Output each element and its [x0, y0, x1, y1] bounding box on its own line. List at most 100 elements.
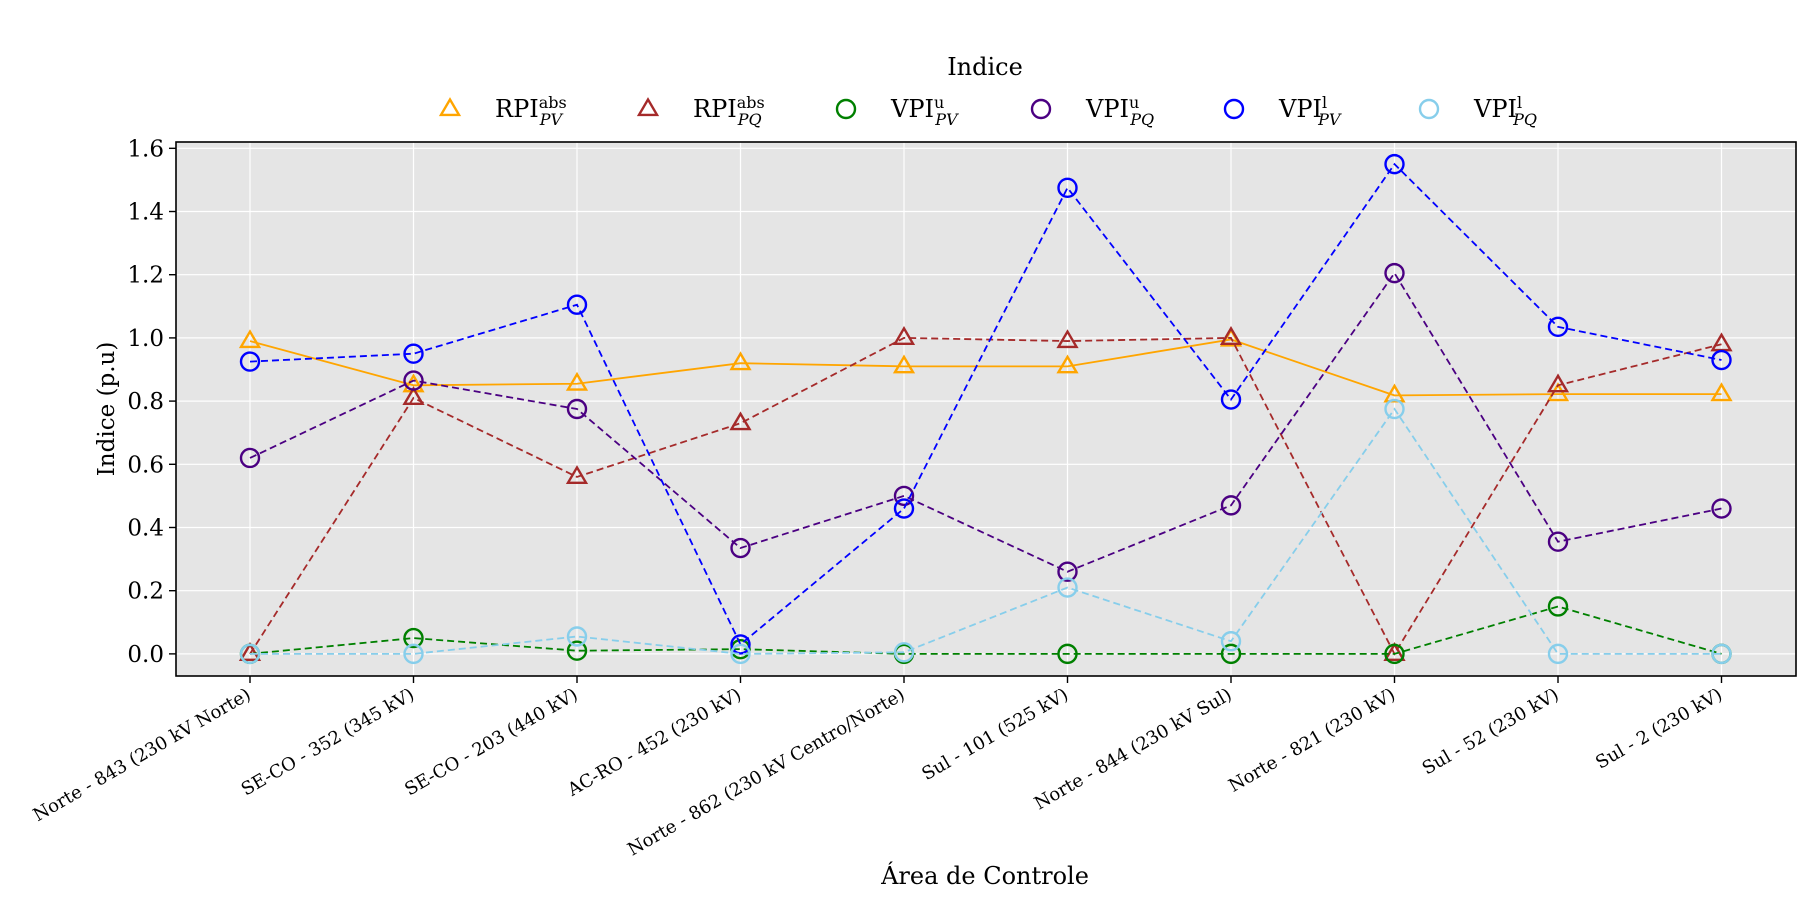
- data-point: [1384, 643, 1405, 665]
- series-5: [239, 398, 1732, 665]
- data-point: [238, 329, 262, 349]
- y-tick-label: 1.2: [127, 263, 164, 289]
- data-point: [239, 351, 261, 372]
- y-tick-label: 0.0: [127, 642, 164, 668]
- legend-marker: [1030, 98, 1052, 120]
- data-point: [893, 498, 915, 519]
- y-tick-label: 1.6: [127, 136, 164, 162]
- legend-marker: [1223, 98, 1245, 120]
- series-line: [249, 162, 1722, 646]
- y-tick-label: 0.4: [127, 515, 164, 541]
- data-point: [566, 640, 588, 661]
- legend-title: Indice: [947, 53, 1023, 81]
- data-point: [1220, 495, 1242, 516]
- y-tick-label: 0.2: [127, 579, 164, 605]
- data-point: [1384, 153, 1405, 175]
- x-tick-label: Sul - 2 (230 kV): [1592, 684, 1726, 773]
- x-axis-label: Área de Controle: [880, 861, 1089, 890]
- data-point: [729, 351, 752, 371]
- plot-frame: [175, 141, 1797, 677]
- legend: RPIabs PV RPIabs PQ VPIu PV VPIu PQ VPIl PV VPIl PQ: [438, 93, 1537, 129]
- x-tick-label: Sul - 52 (230 kV): [1419, 684, 1563, 779]
- data-point: [1711, 349, 1732, 371]
- data-point: [402, 373, 425, 393]
- data-point: [1711, 643, 1732, 665]
- legend-entry-0: RPIabs PV: [438, 93, 567, 129]
- x-tick-label: Norte - 821 (230 kV): [1225, 684, 1399, 797]
- data-point: [1547, 316, 1569, 338]
- y-axis: 0.0 0.2 0.4 0.6 0.8 1.0 1.2 1.4 1.6: [127, 136, 176, 668]
- series-line: [250, 407, 1722, 655]
- legend-entry-4: VPIl PV: [1223, 93, 1342, 129]
- data-point: [729, 411, 752, 431]
- data-point: [1220, 389, 1242, 410]
- data-point: [1057, 643, 1078, 665]
- legend-marker: [835, 98, 857, 120]
- data-point: [892, 326, 916, 345]
- data-point: [403, 627, 424, 649]
- legend-entry-3: VPIu PQ: [1030, 93, 1154, 129]
- legend-label: VPIu PQ: [1085, 93, 1154, 129]
- data-point: [1057, 577, 1078, 598]
- data-point: [1383, 383, 1406, 403]
- data-point: [1547, 531, 1569, 552]
- y-tick-label: 1.4: [127, 200, 164, 226]
- data-point: [239, 447, 261, 469]
- data-point: [1220, 631, 1242, 652]
- x-tick-label: Sul - 101 (525 kV): [918, 684, 1072, 785]
- data-point: [1056, 354, 1079, 374]
- x-tick-label: Norte - 843 (230 kV Norte): [30, 684, 255, 826]
- legend-entry-2: VPIu PV: [835, 93, 959, 129]
- grid-lines: [176, 142, 1796, 676]
- data-point: [403, 643, 424, 665]
- x-tick-label: AC-RO - 452 (230 kV): [563, 684, 745, 801]
- legend-label: RPIabs PQ: [693, 93, 765, 129]
- data-point: [566, 294, 588, 315]
- data-point: [239, 643, 261, 665]
- x-tick-label: Norte - 862 (230 kV Centro/Norte): [624, 684, 908, 860]
- data-point: [1057, 177, 1078, 199]
- legend-entry-5: VPIl PQ: [1418, 93, 1537, 129]
- data-point: [1546, 373, 1570, 393]
- plot-area: [176, 142, 1796, 676]
- data-point: [565, 465, 589, 485]
- legend-label: RPIabs PV: [495, 93, 567, 129]
- data-point: [893, 642, 915, 663]
- data-point: [403, 343, 424, 364]
- data-point: [1220, 643, 1242, 665]
- y-tick-label: 0.6: [127, 452, 164, 478]
- data-point: [403, 370, 424, 391]
- legend-entry-1: RPIabs PQ: [636, 93, 765, 129]
- series-layer: [238, 153, 1733, 665]
- data-point: [730, 634, 751, 655]
- data-point: [730, 643, 751, 665]
- data-point: [1057, 561, 1078, 582]
- data-point: [1384, 262, 1405, 284]
- data-point: [730, 537, 751, 559]
- data-point: [566, 626, 588, 647]
- data-point: [893, 485, 915, 507]
- x-tick-label: SE-CO - 352 (345 kV): [238, 684, 418, 800]
- series-3: [239, 262, 1732, 582]
- data-point: [1547, 643, 1569, 665]
- y-tick-label: 0.8: [127, 389, 164, 415]
- legend-label: VPIu PV: [890, 93, 959, 129]
- data-point: [402, 386, 425, 406]
- data-point: [565, 371, 589, 391]
- data-point: [1219, 326, 1243, 345]
- data-point: [238, 642, 262, 661]
- series-line: [249, 338, 1722, 397]
- legend-marker: [438, 97, 462, 117]
- y-axis-label: Indice (p.u): [94, 342, 120, 477]
- legend-marker: [636, 97, 660, 117]
- legend-label: VPIl PV: [1278, 93, 1342, 129]
- x-tick-label: SE-CO - 203 (440 kV): [401, 684, 581, 800]
- data-point: [1056, 329, 1079, 349]
- data-point: [1711, 498, 1732, 519]
- legend-marker: [1418, 98, 1440, 120]
- legend-label: VPIl PQ: [1473, 93, 1537, 129]
- x-axis: Norte - 843 (230 kV Norte)SE-CO - 352 (3…: [30, 676, 1726, 860]
- data-point: [892, 354, 916, 374]
